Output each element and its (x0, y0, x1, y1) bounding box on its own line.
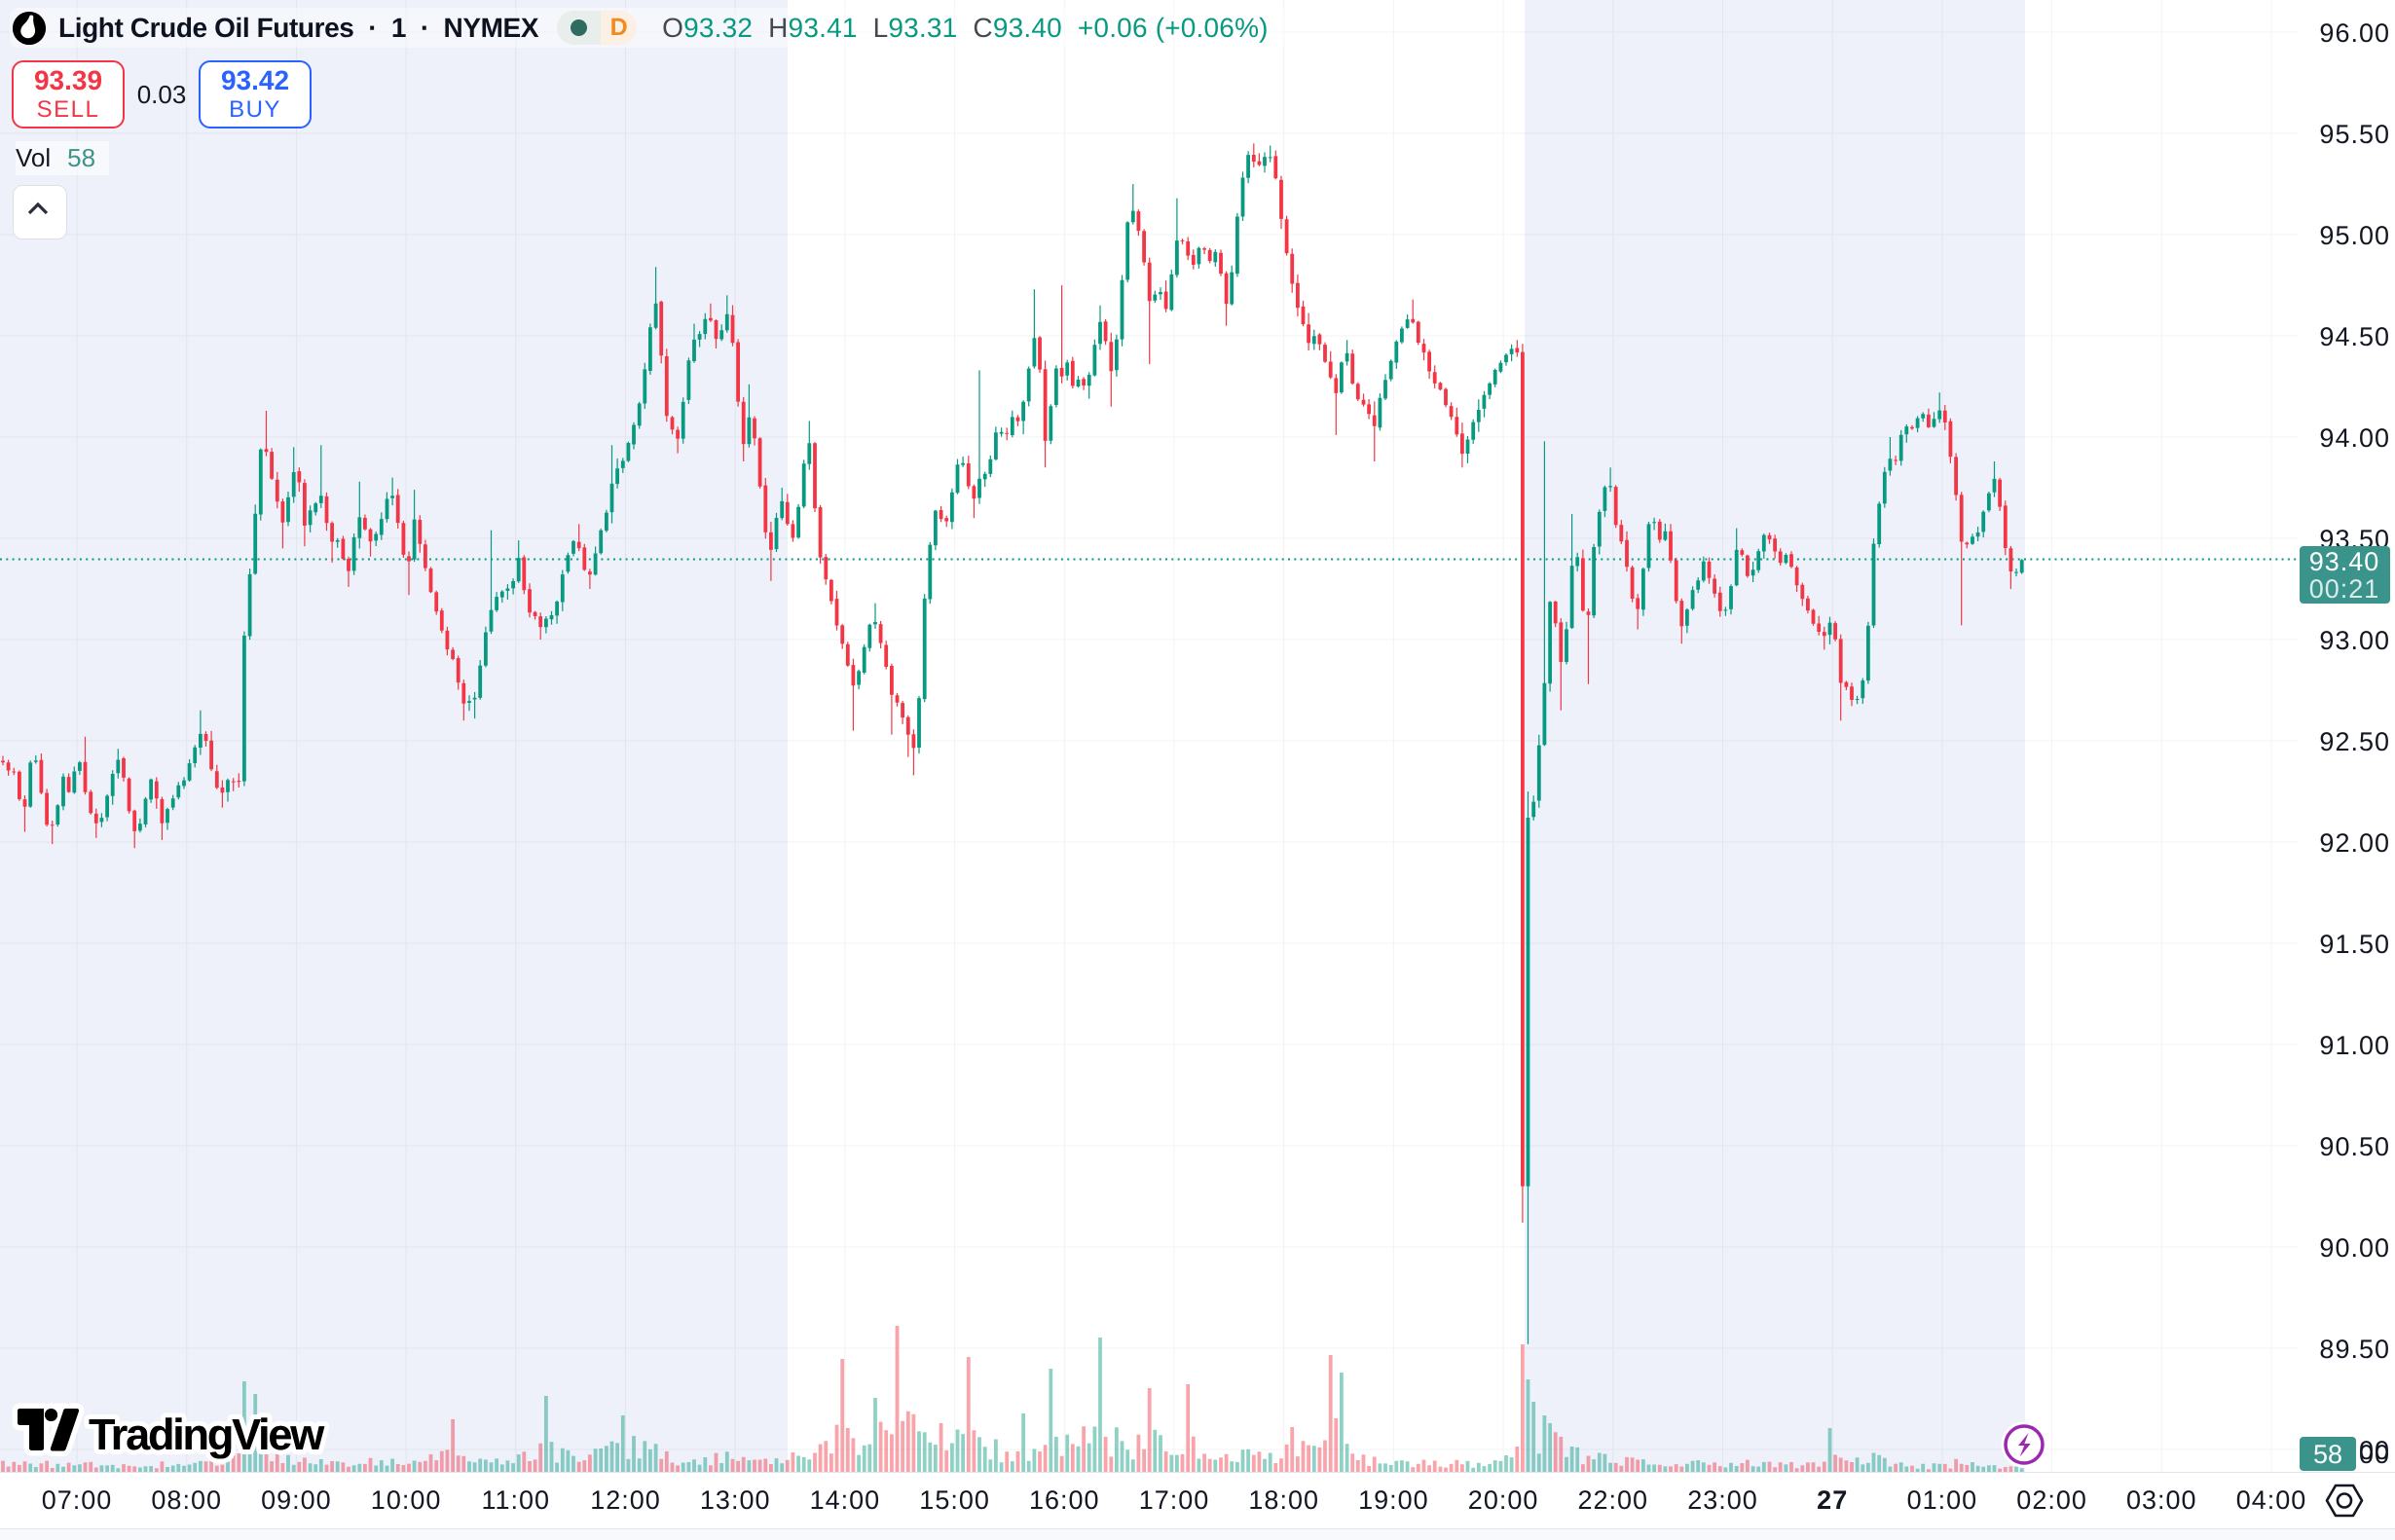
svg-text:22:00: 22:00 (1578, 1485, 1649, 1515)
svg-text:17:00: 17:00 (1139, 1485, 1210, 1515)
svg-text:92.50: 92.50 (2319, 727, 2390, 756)
svg-text:09:00: 09:00 (261, 1485, 332, 1515)
svg-text:12:00: 12:00 (590, 1485, 661, 1515)
svg-text:27: 27 (1817, 1485, 1848, 1515)
svg-text:TradingView: TradingView (89, 1410, 325, 1459)
svg-text:11:00: 11:00 (482, 1485, 551, 1515)
svg-text:58: 58 (2313, 1440, 2342, 1469)
svg-text:10:00: 10:00 (371, 1485, 442, 1515)
svg-text:91.50: 91.50 (2319, 930, 2390, 959)
svg-text:94.50: 94.50 (2319, 322, 2390, 351)
svg-text:23:00: 23:00 (1687, 1485, 1758, 1515)
svg-text:90.00: 90.00 (2319, 1233, 2390, 1263)
svg-text:04:00: 04:00 (2236, 1485, 2307, 1515)
svg-text:01:00: 01:00 (1907, 1485, 1978, 1515)
svg-text:15:00: 15:00 (919, 1485, 990, 1515)
svg-text:95.50: 95.50 (2319, 120, 2390, 149)
svg-text:16:00: 16:00 (1029, 1485, 1100, 1515)
svg-text:14:00: 14:00 (810, 1485, 881, 1515)
svg-text:19:00: 19:00 (1358, 1485, 1429, 1515)
svg-text:92.00: 92.00 (2319, 828, 2390, 858)
svg-text:00:21: 00:21 (2309, 574, 2380, 604)
svg-text:93.00: 93.00 (2319, 626, 2390, 655)
svg-text:93.40: 93.40 (2309, 547, 2380, 576)
svg-text:90.50: 90.50 (2319, 1132, 2390, 1161)
svg-text:20:00: 20:00 (1468, 1485, 1539, 1515)
svg-text:07:00: 07:00 (42, 1485, 113, 1515)
svg-text:94.00: 94.00 (2319, 423, 2390, 453)
svg-text:03:00: 03:00 (2126, 1485, 2197, 1515)
svg-text:89.50: 89.50 (2319, 1335, 2390, 1364)
svg-text:18:00: 18:00 (1248, 1485, 1319, 1515)
svg-text:91.00: 91.00 (2319, 1031, 2390, 1060)
svg-text:95.00: 95.00 (2319, 221, 2390, 250)
svg-text:13:00: 13:00 (700, 1485, 771, 1515)
svg-text:TradingView: TradingView (89, 1410, 325, 1459)
svg-text:08:00: 08:00 (151, 1485, 222, 1515)
svg-text:02:00: 02:00 (2016, 1485, 2087, 1515)
svg-text:96.00: 96.00 (2319, 18, 2390, 48)
